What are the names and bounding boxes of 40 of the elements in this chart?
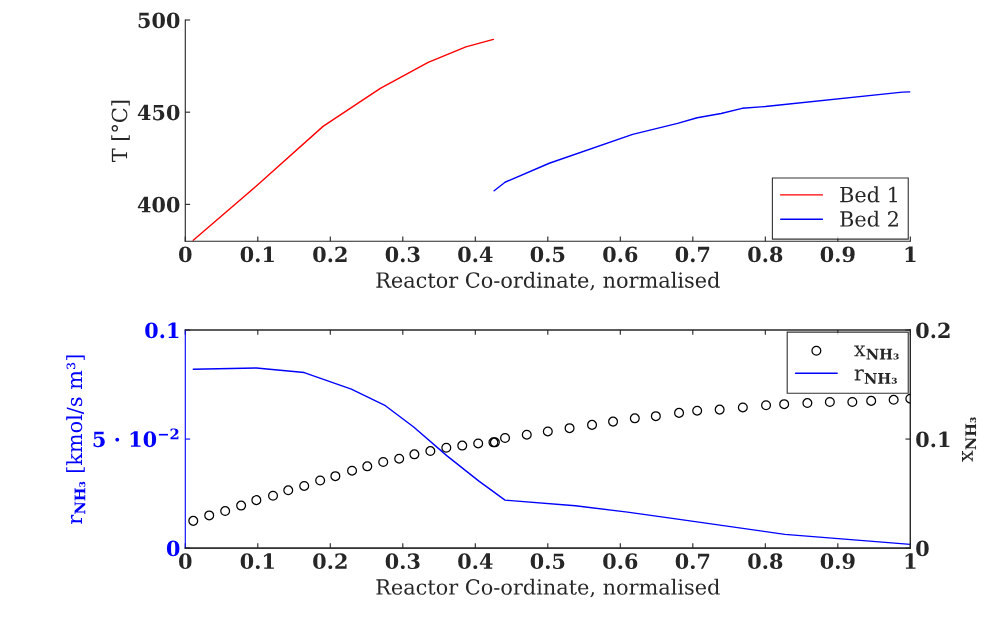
x-tick-label: 0.8 <box>748 553 783 570</box>
x-tick-label: 0.4 <box>458 246 493 263</box>
x-tick-label: 0.6 <box>603 553 638 570</box>
x-tick-label: 0 <box>179 246 192 263</box>
y-tick-label: 0.1 <box>145 322 179 339</box>
x-tick-label: 1 <box>905 246 916 262</box>
x-tick-label: 0.8 <box>748 246 783 263</box>
x-tick-label: 0.9 <box>820 246 855 263</box>
x-tick-label: 0.7 <box>675 553 710 570</box>
x-tick-label: 0.9 <box>820 553 855 570</box>
x-tick-label: 0.4 <box>458 553 493 570</box>
x-tick-label: 0.3 <box>385 553 420 570</box>
legend-label: Bed 2 <box>840 210 898 227</box>
y-tick-label: 500 <box>138 12 180 29</box>
x-axis-title: Reactor Co-ordinate, normalised <box>376 578 720 598</box>
legend-label: r$_{NH₃}$ <box>854 369 897 384</box>
y2-tick-label: 0 <box>916 540 929 557</box>
y2-axis-title: x$_{NH₃}$ <box>961 417 977 462</box>
x-axis-title: Reactor Co-ordinate, normalised <box>376 271 720 291</box>
legend-label: x$_{NH₃}$ <box>854 345 899 360</box>
x-tick-label: 0.2 <box>313 553 347 570</box>
y-axis-title: r$_{NH₃}$ [kmol/s m³] <box>66 355 86 524</box>
x-tick-label: 0.7 <box>675 246 710 263</box>
x-tick-label: 0.1 <box>240 553 274 570</box>
y2-tick-label: 0.1 <box>916 431 950 448</box>
x-tick-label: 0.6 <box>603 246 638 263</box>
y-tick-label: 400 <box>137 196 180 213</box>
x-tick-label: 0.1 <box>240 246 274 263</box>
x-tick-label: 0.5 <box>530 553 565 570</box>
y2-tick-label: 0.2 <box>916 322 950 339</box>
x-tick-label: 0.2 <box>313 246 347 263</box>
legend-label: Bed 1 <box>840 186 897 203</box>
y-tick-label: 0 <box>166 540 180 557</box>
x-tick-label: 0.5 <box>530 246 565 263</box>
y-tick-label: 5 · 10$^{−2}$ <box>93 428 179 448</box>
x-tick-label: 0.3 <box>385 246 420 263</box>
y-axis-title: T [°C] <box>111 100 130 162</box>
y-tick-label: 450 <box>137 104 180 121</box>
x-tick-label: 0 <box>179 553 192 570</box>
x-tick-label: 1 <box>905 553 916 569</box>
